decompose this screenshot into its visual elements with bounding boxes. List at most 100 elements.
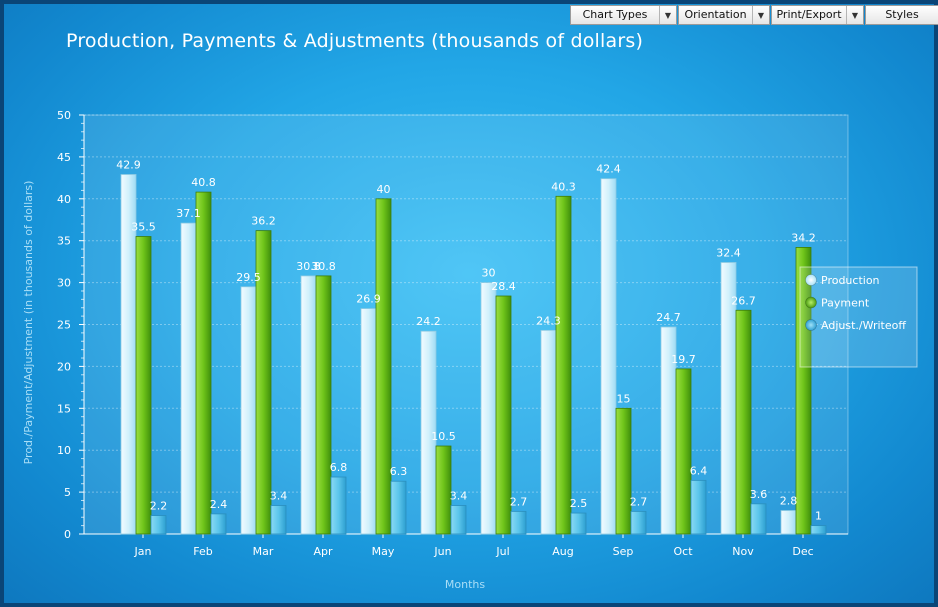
data-label: 6.4 — [690, 464, 708, 477]
data-label: 28.4 — [491, 280, 516, 293]
data-label: 10.5 — [431, 430, 456, 443]
data-label: 26.7 — [731, 294, 756, 307]
data-label: 2.5 — [570, 497, 588, 510]
print-export-dropdown[interactable]: Print/Export ▼ — [771, 5, 864, 25]
chevron-down-icon: ▼ — [757, 10, 765, 20]
data-label: 2.7 — [510, 495, 528, 508]
y-tick-label: 5 — [64, 486, 71, 499]
payment-bar[interactable] — [495, 295, 512, 535]
print-export-label: Print/Export — [772, 6, 847, 24]
production-bar[interactable] — [480, 282, 497, 535]
y-tick-label: 15 — [57, 402, 71, 415]
payment-bar[interactable] — [255, 230, 272, 535]
payment-bar[interactable] — [615, 407, 632, 535]
chart-types-dropdown[interactable]: Chart Types ▼ — [570, 5, 677, 25]
legend-label[interactable]: Payment — [821, 297, 870, 310]
adjustment-bar[interactable] — [690, 479, 707, 535]
payment-bar[interactable] — [435, 445, 452, 535]
data-label: 32.4 — [716, 246, 741, 259]
data-label: 26.9 — [356, 293, 381, 306]
y-tick-label: 35 — [57, 235, 71, 248]
data-label: 2.8 — [780, 495, 798, 508]
data-label: 6.3 — [390, 465, 408, 478]
chart-title: Production, Payments & Adjustments (thou… — [66, 30, 644, 52]
legend-marker[interactable] — [805, 319, 817, 331]
adjustment-bar[interactable] — [750, 503, 767, 535]
y-tick-label: 20 — [57, 360, 71, 373]
legend-marker[interactable] — [805, 296, 817, 309]
styles-dropdown[interactable]: Styles ▼ — [865, 5, 938, 25]
data-label: 37.1 — [176, 207, 201, 220]
data-label: 34.2 — [791, 231, 816, 244]
x-tick-label: Sep — [613, 545, 634, 558]
y-axis-title: Prod./Payment/Adjustment (in thousands o… — [22, 181, 35, 465]
y-tick-label: 30 — [57, 277, 71, 290]
adjustment-bar[interactable] — [210, 513, 227, 535]
adjustment-bar[interactable] — [630, 510, 647, 535]
payment-bar[interactable] — [375, 198, 392, 535]
production-bar[interactable] — [780, 510, 797, 535]
data-label: 42.4 — [596, 163, 621, 176]
chart-toolbar: Chart Types ▼ Orientation ▼ Print/Export… — [570, 5, 938, 25]
payment-bar[interactable] — [195, 191, 212, 535]
x-tick-label: Dec — [792, 545, 813, 558]
production-bar[interactable] — [240, 286, 257, 535]
production-bar[interactable] — [420, 330, 437, 535]
styles-label: Styles — [866, 6, 938, 24]
payment-bar[interactable] — [675, 368, 692, 535]
data-label: 24.7 — [656, 311, 681, 324]
data-label: 19.7 — [671, 353, 696, 366]
payment-bar[interactable] — [555, 195, 572, 535]
adjustment-bar[interactable] — [810, 525, 827, 535]
data-label: 40.8 — [191, 176, 216, 189]
x-tick-label: Feb — [193, 545, 212, 558]
adjustment-bar[interactable] — [330, 476, 347, 535]
data-label: 30 — [482, 267, 496, 280]
x-tick-label: Mar — [253, 545, 274, 558]
x-tick-label: Jun — [433, 545, 451, 558]
legend-marker[interactable] — [805, 274, 817, 286]
production-bar[interactable] — [180, 222, 197, 535]
legend-label[interactable]: Adjust./Writeoff — [821, 319, 906, 332]
data-label: 24.3 — [536, 314, 561, 327]
data-label: 6.8 — [330, 461, 348, 474]
payment-bar[interactable] — [135, 236, 152, 535]
chevron-down-icon: ▼ — [851, 10, 859, 20]
orientation-label: Orientation — [679, 6, 753, 24]
x-tick-label: Aug — [552, 545, 573, 558]
data-label: 3.6 — [750, 488, 768, 501]
payment-bar[interactable] — [315, 275, 332, 535]
adjustment-bar[interactable] — [450, 505, 467, 535]
data-label: 2.7 — [630, 495, 648, 508]
data-label: 1 — [815, 510, 822, 523]
adjustment-bar[interactable] — [270, 505, 287, 535]
data-label: 2.2 — [150, 500, 168, 513]
y-tick-label: 40 — [57, 193, 71, 206]
production-bar[interactable] — [600, 178, 617, 535]
data-label: 35.5 — [131, 221, 156, 234]
production-bar[interactable] — [540, 329, 557, 535]
x-tick-label: Apr — [313, 545, 333, 558]
data-label: 30.8 — [311, 260, 336, 273]
adjustment-bar[interactable] — [390, 480, 407, 535]
x-tick-label: Oct — [673, 545, 693, 558]
production-bar[interactable] — [360, 308, 377, 535]
orientation-dropdown[interactable]: Orientation ▼ — [678, 5, 770, 25]
data-label: 30.8 — [296, 260, 321, 273]
payment-bar[interactable] — [735, 309, 752, 535]
data-label: 24.2 — [416, 315, 441, 328]
adjustment-bar[interactable] — [510, 510, 527, 535]
data-label: 3.4 — [450, 490, 468, 503]
data-label: 29.5 — [236, 271, 261, 284]
legend-label[interactable]: Production — [821, 274, 880, 287]
production-bar[interactable] — [300, 275, 317, 535]
data-label: 15 — [617, 392, 631, 405]
data-label: 36.2 — [251, 215, 276, 228]
x-tick-label: Jul — [495, 545, 509, 558]
adjustment-bar[interactable] — [570, 512, 587, 535]
x-axis-title: Months — [445, 578, 485, 591]
adjustment-bar[interactable] — [150, 515, 167, 535]
data-label: 40.3 — [551, 180, 576, 193]
